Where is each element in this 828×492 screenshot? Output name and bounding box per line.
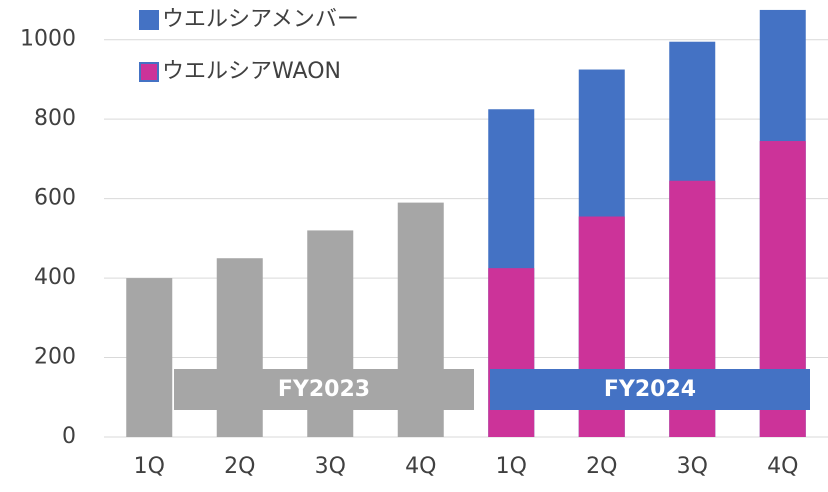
y-tick-label: 800 — [34, 106, 76, 131]
x-tick-label: 1Q — [134, 454, 165, 479]
group-band — [490, 369, 810, 410]
group-band — [174, 369, 474, 410]
y-tick-label: 200 — [34, 345, 76, 370]
group-label: FY2023 — [278, 377, 370, 402]
x-tick-label: 3Q — [677, 454, 708, 479]
legend-swatch — [139, 62, 159, 82]
y-tick-label: 600 — [34, 186, 76, 211]
legend-label: ウエルシアメンバー — [162, 7, 359, 32]
bar — [216, 258, 263, 437]
bar — [126, 278, 173, 437]
group-label: FY2024 — [604, 377, 696, 402]
x-tick-label: 1Q — [496, 454, 527, 479]
legend-swatch — [139, 10, 159, 30]
y-tick-label: 0 — [62, 424, 76, 449]
y-tick-label: 400 — [34, 265, 76, 290]
bar — [488, 268, 535, 437]
y-tick-label: 1000 — [20, 27, 76, 52]
legend-label: ウエルシアWAON — [162, 59, 341, 84]
x-tick-label: 2Q — [224, 454, 255, 479]
x-tick-label: 2Q — [586, 454, 617, 479]
x-tick-label: 4Q — [767, 454, 798, 479]
x-tick-label: 4Q — [405, 454, 436, 479]
x-tick-label: 3Q — [315, 454, 346, 479]
